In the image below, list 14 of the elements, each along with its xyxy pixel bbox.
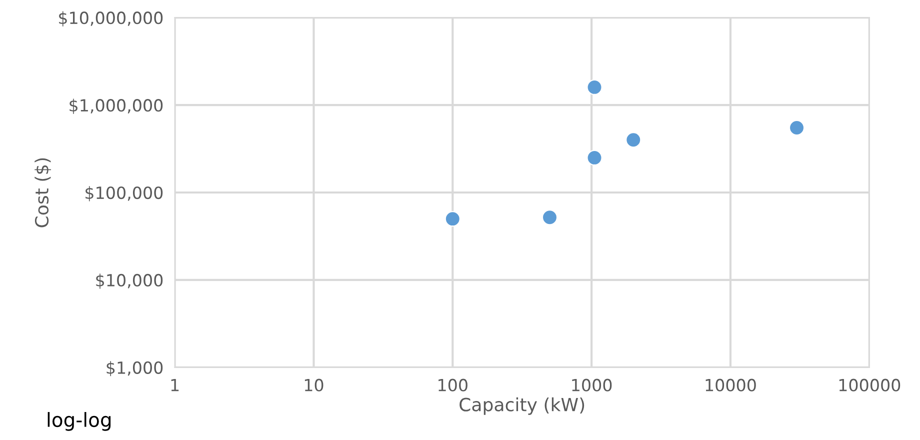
y-tick-label: $1,000,000 [70, 98, 163, 114]
y-tick-label: $1,000 [106, 361, 163, 376]
x-tick-label: 100000 [839, 378, 900, 392]
y-axis-title: Cost ($) [34, 158, 51, 228]
x-tick-label: 1000 [572, 378, 612, 392]
y-tick-label: $10,000,000 [59, 11, 163, 26]
x-axis-title: Capacity (kW) [460, 397, 584, 415]
x-tick-label: 10 [304, 378, 324, 392]
y-tick-label: $10,000 [96, 274, 163, 289]
x-tick-label: 10000 [706, 378, 756, 392]
text: log-log [48, 412, 111, 431]
y-tick-label: $100,000 [86, 186, 163, 202]
x-tick-label: 1 [171, 379, 179, 392]
x-tick-label: 100 [438, 378, 468, 392]
